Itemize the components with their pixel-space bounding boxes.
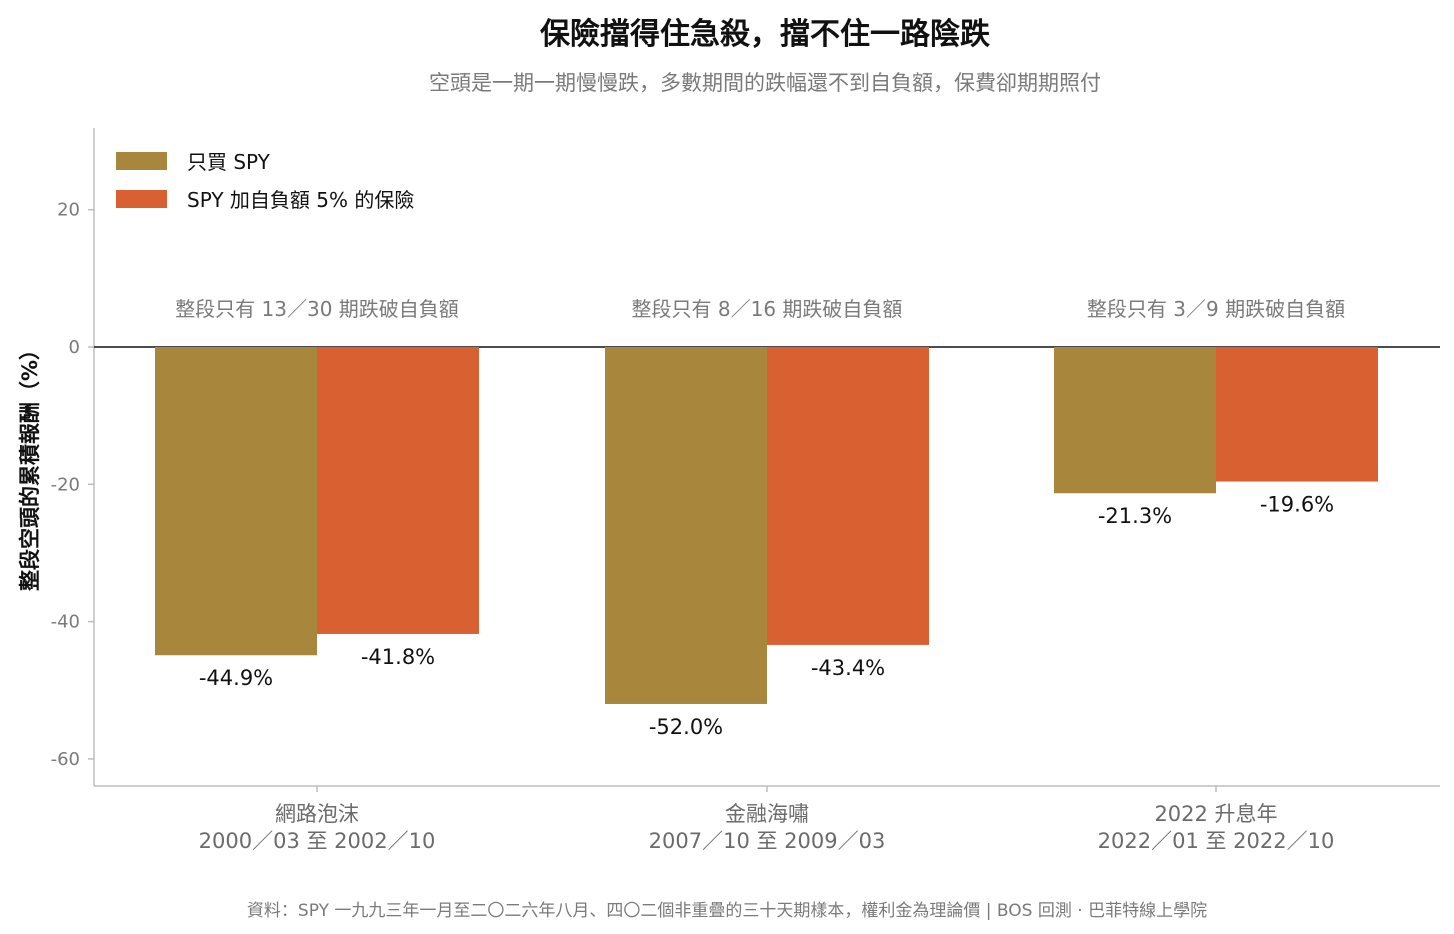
bar	[1054, 347, 1216, 494]
bars	[155, 347, 1378, 704]
bar	[155, 347, 317, 656]
legend-label-spy: 只買 SPY	[187, 150, 271, 174]
y-tick-label: 0	[69, 337, 80, 358]
source-note: 資料：SPY 一九九三年一月至二〇二六年八月、四〇二個非重疊的三十天期樣本，權利…	[247, 901, 1207, 921]
y-tick-label: 20	[57, 200, 80, 221]
y-axis-label: 整段空頭的累積報酬（%）	[18, 339, 42, 591]
period-annotation: 整段只有 13／30 期跌破自負額	[175, 297, 459, 321]
x-category-name: 網路泡沫	[275, 802, 359, 826]
x-category-range: 2022／01 至 2022／10	[1098, 829, 1335, 853]
chart-title: 保險擋得住急殺，擋不住一路陰跌	[540, 17, 990, 52]
legend-swatch-spy	[116, 152, 167, 170]
x-category-name: 金融海嘯	[725, 802, 809, 826]
period-annotation: 整段只有 3／9 期跌破自負額	[1087, 297, 1345, 321]
bar	[767, 347, 929, 645]
x-category-range: 2007／10 至 2009／03	[649, 829, 886, 853]
value-labels: -44.9% -52.0% -21.3% -41.8% -43.4% -19.6%	[199, 493, 1334, 739]
x-category-range: 2000／03 至 2002／10	[199, 829, 436, 853]
bar	[317, 347, 479, 634]
legend-label-insured: SPY 加自負額 5% 的保險	[187, 188, 414, 212]
data-label: -19.6%	[1260, 493, 1334, 517]
x-category-name: 2022 升息年	[1154, 802, 1277, 826]
data-label: -44.9%	[199, 666, 273, 690]
data-label: -52.0%	[649, 715, 723, 739]
legend: 只買 SPY SPY 加自負額 5% 的保險	[116, 150, 414, 212]
data-label: -21.3%	[1098, 504, 1172, 528]
y-tick-label: -40	[51, 612, 80, 633]
chart-subtitle: 空頭是一期一期慢慢跌，多數期間的跌幅還不到自負額，保費卻期期照付	[429, 71, 1101, 95]
data-label: -43.4%	[811, 656, 885, 680]
period-annotation: 整段只有 8／16 期跌破自負額	[632, 297, 903, 321]
axes: 20 0 -20 -40 -60 網路泡沫 2000／03 至 2002／10 整段只有 13…	[51, 128, 1440, 853]
bar	[605, 347, 767, 704]
legend-swatch-insured	[116, 190, 167, 208]
data-label: -41.8%	[361, 645, 435, 669]
y-tick-label: -20	[51, 474, 80, 495]
y-tick-label: -60	[51, 749, 80, 770]
bar	[1216, 347, 1378, 482]
